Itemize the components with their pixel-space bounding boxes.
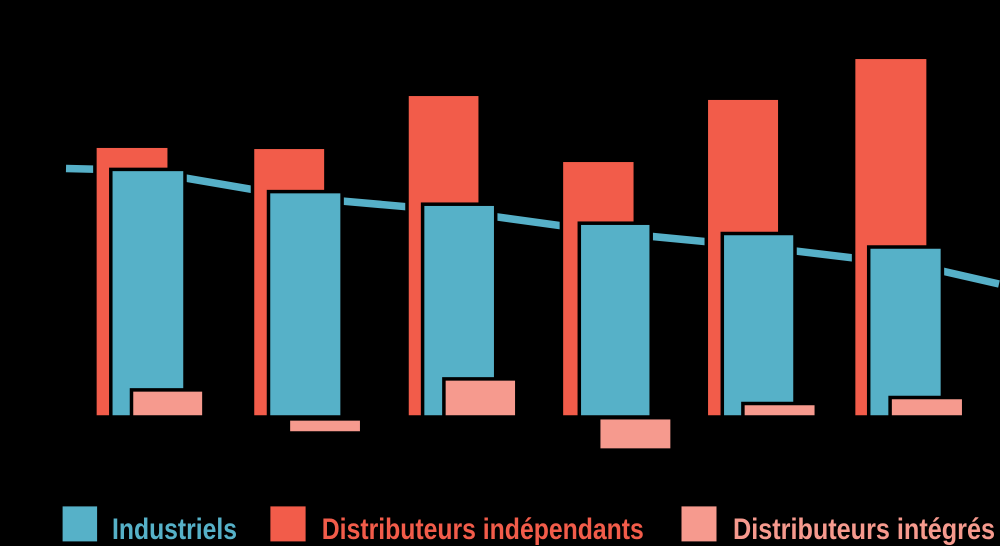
svg-text:Industriels: Industriels <box>112 513 237 546</box>
svg-text:Distributeurs intégrés: Distributeurs intégrés <box>733 513 995 546</box>
svg-text:Distributeurs indépendants: Distributeurs indépendants <box>322 513 644 546</box>
